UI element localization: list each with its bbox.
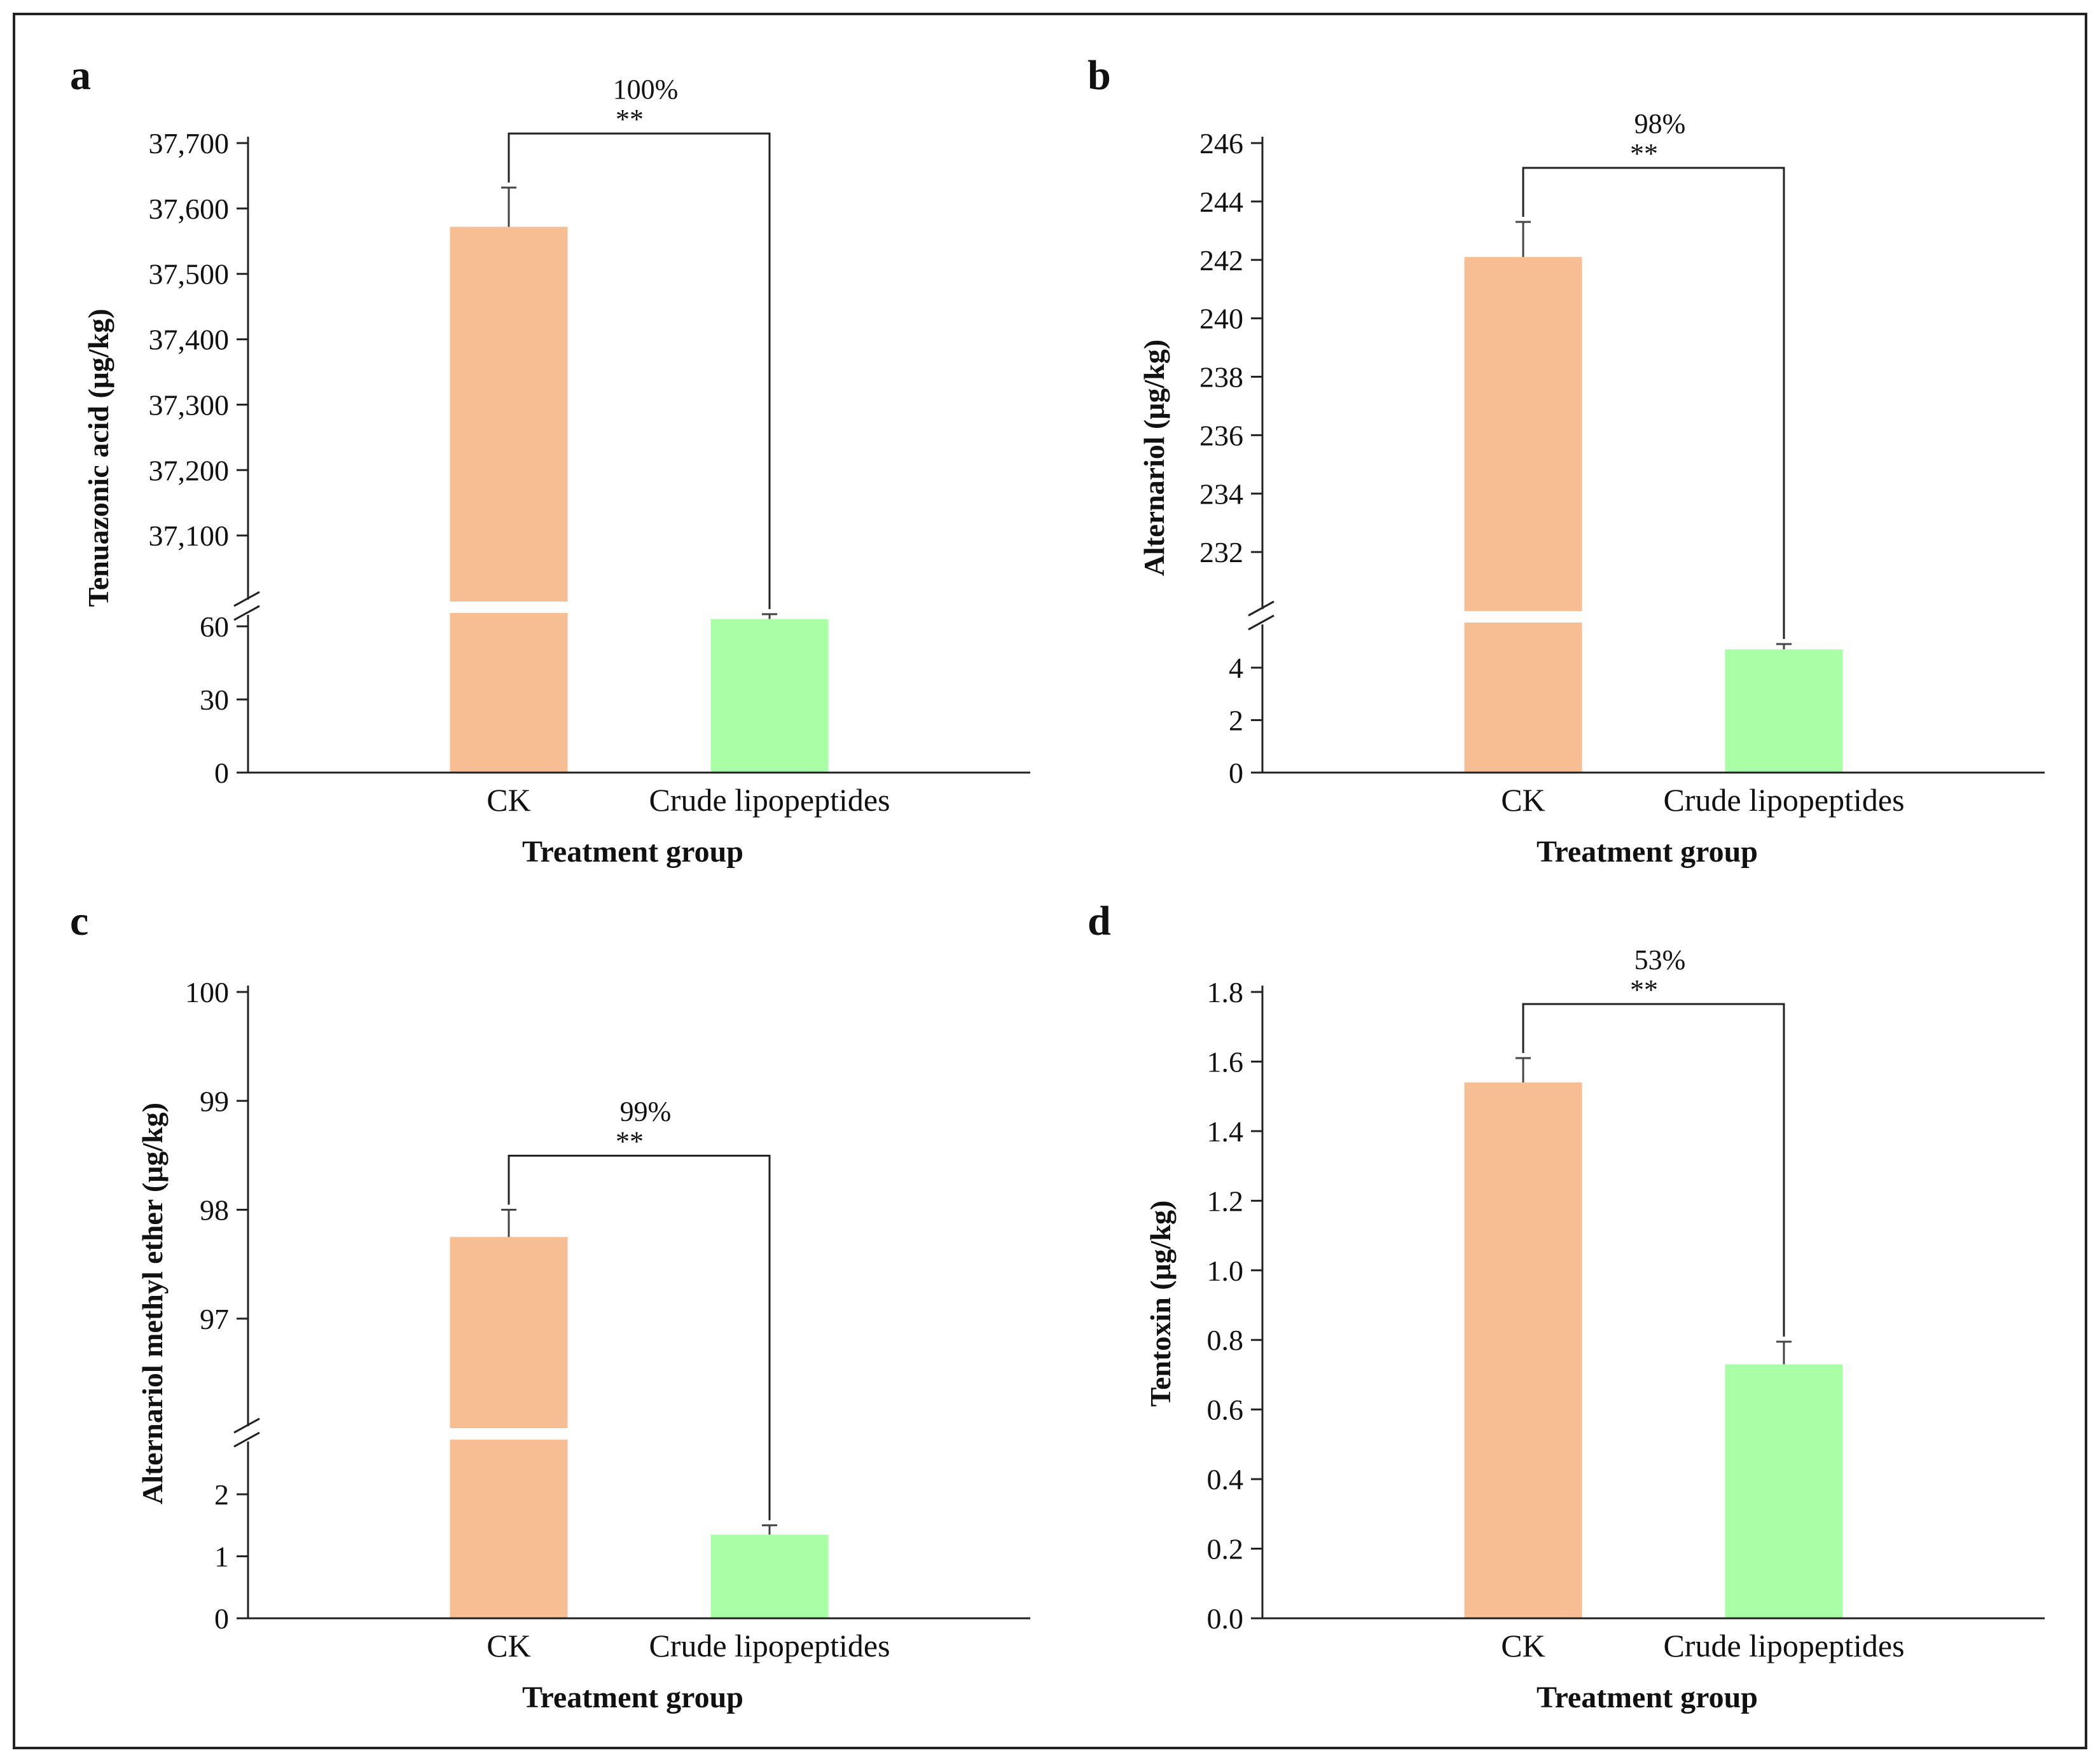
- axis-break-mark: [233, 605, 260, 621]
- panel-letter: b: [1088, 52, 1111, 99]
- y-lower-tick-label: 0: [214, 757, 229, 789]
- significance-bracket: [1522, 1003, 1785, 1337]
- significance-bracket: [1522, 167, 1785, 639]
- bar-crude-lipopeptides: [710, 1534, 829, 1618]
- category-label: Crude lipopeptides: [1663, 1628, 1904, 1663]
- reduction-percent: 98%: [1634, 108, 1686, 139]
- y-axis-label: Tentoxin (μg/kg): [1144, 1201, 1177, 1407]
- significance-stars: **: [1630, 138, 1658, 169]
- y-upper-tick-label: 238: [1199, 361, 1243, 394]
- y-axis-label: Alternariol methyl ether (μg/kg): [136, 1103, 169, 1504]
- bar-ck: [1464, 257, 1582, 772]
- y-upper-tick-label: 99: [200, 1085, 229, 1117]
- y-tick-label: 1.2: [1207, 1185, 1244, 1217]
- y-upper-tick-label: 100: [185, 976, 229, 1008]
- y-tick-label: 1.0: [1207, 1255, 1244, 1287]
- y-upper-tick-label: 37,300: [149, 389, 230, 421]
- y-upper-tick-label: 37,600: [149, 193, 230, 225]
- y-tick-label: 0.6: [1207, 1394, 1244, 1426]
- y-lower-tick-label: 0: [1229, 757, 1243, 789]
- y-upper-tick-label: 37,200: [149, 454, 230, 486]
- y-lower-tick-label: 1: [214, 1541, 229, 1573]
- panel-a: a 0 30 60 37,100 37,200 37,300 37,400 37,500 37,6…: [70, 52, 1030, 869]
- y-lower-tick-label: 2: [214, 1478, 229, 1511]
- y-upper-tick-label: 232: [1199, 536, 1243, 568]
- reduction-percent: 53%: [1634, 944, 1686, 975]
- panel-letter: d: [1088, 898, 1111, 944]
- x-axis-label: Treatment group: [1537, 835, 1758, 869]
- significance-stars: **: [616, 104, 644, 135]
- axis-break-mark: [1248, 614, 1275, 631]
- y-upper-tick-label: 97: [200, 1303, 229, 1335]
- panel-d: d 0.0 0.2 0.4 0.6 0.8 1.0 1.2 1.4 1.6 1.8 CK Crude l…: [1088, 898, 2045, 1714]
- x-axis-label: Treatment group: [522, 835, 743, 869]
- y-lower-tick-label: 2: [1229, 705, 1243, 737]
- significance-bracket: [508, 1155, 771, 1520]
- bar-crude-lipopeptides: [1725, 649, 1843, 772]
- panel-c: c 0 1 2 97 98 99 100 CK Crude lipopeptides **99% Tr…: [70, 898, 1030, 1714]
- y-upper-tick-label: 37,500: [149, 258, 230, 291]
- axis-break-mark: [233, 1417, 260, 1434]
- y-tick-label: 0.2: [1207, 1533, 1244, 1566]
- y-upper-tick-label: 240: [1199, 303, 1243, 335]
- y-upper-tick-label: 244: [1199, 186, 1243, 218]
- y-tick-label: 0.0: [1207, 1602, 1244, 1635]
- x-axis-label: Treatment group: [1537, 1681, 1758, 1714]
- y-upper-tick-label: 236: [1199, 419, 1243, 451]
- y-lower-tick-label: 4: [1229, 652, 1243, 684]
- y-upper-tick-label: 234: [1199, 478, 1243, 510]
- bar-crude-lipopeptides: [710, 619, 829, 772]
- y-axis-label: Tenuazonic acid (μg/kg): [82, 308, 114, 607]
- y-tick-label: 0.8: [1207, 1324, 1244, 1356]
- y-lower-tick-label: 30: [200, 684, 229, 716]
- y-tick-label: 1.8: [1207, 976, 1244, 1008]
- y-lower-tick-label: 0: [214, 1602, 229, 1635]
- significance-stars: **: [616, 1126, 644, 1157]
- figure-frame: [13, 13, 2087, 1749]
- x-axis-label: Treatment group: [522, 1681, 743, 1714]
- reduction-percent: 100%: [613, 74, 679, 105]
- axis-break-mark: [233, 591, 260, 607]
- category-label: CK: [487, 782, 530, 818]
- y-upper-tick-label: 98: [200, 1194, 229, 1227]
- category-label: CK: [487, 1628, 530, 1663]
- y-upper-tick-label: 37,100: [149, 520, 230, 552]
- y-axis-label: Alternariol (μg/kg): [1138, 340, 1170, 576]
- axis-break-mark: [1248, 600, 1275, 617]
- category-label: Crude lipopeptides: [649, 782, 890, 818]
- significance-bracket: [508, 132, 771, 609]
- panel-b: b 0 2 4 232 234 236 238 240 242 244 246 CK Crude lipo…: [1088, 52, 2045, 869]
- y-lower-tick-label: 60: [200, 610, 229, 643]
- category-label: CK: [1501, 782, 1545, 818]
- y-tick-label: 1.6: [1207, 1045, 1244, 1078]
- y-tick-label: 1.4: [1207, 1115, 1244, 1148]
- y-upper-tick-label: 37,700: [149, 127, 230, 160]
- bar-ck: [450, 226, 568, 772]
- reduction-percent: 99%: [620, 1096, 672, 1127]
- y-upper-tick-label: 246: [1199, 127, 1243, 160]
- axis-break-mark: [233, 1431, 260, 1448]
- y-upper-tick-label: 242: [1199, 244, 1243, 277]
- bar-ck: [1464, 1082, 1582, 1618]
- significance-stars: **: [1630, 974, 1658, 1005]
- y-tick-label: 0.4: [1207, 1463, 1244, 1496]
- category-label: Crude lipopeptides: [1663, 782, 1904, 818]
- panel-letter: c: [70, 898, 88, 944]
- bar-crude-lipopeptides: [1725, 1364, 1843, 1618]
- bar-ck: [450, 1237, 568, 1618]
- y-upper-tick-label: 37,400: [149, 324, 230, 356]
- category-label: Crude lipopeptides: [649, 1628, 890, 1663]
- category-label: CK: [1501, 1628, 1545, 1663]
- panel-letter: a: [70, 52, 91, 99]
